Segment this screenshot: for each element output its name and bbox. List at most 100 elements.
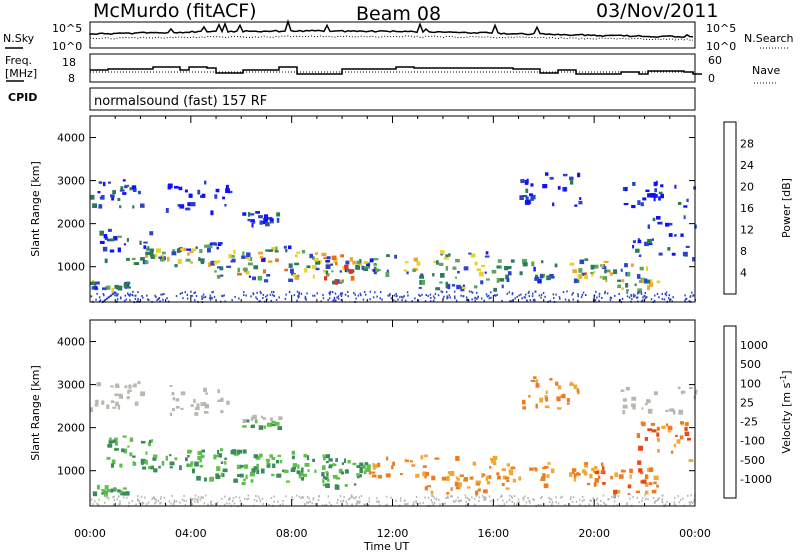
echo-cell xyxy=(210,503,212,506)
beam-title: Beam 08 xyxy=(356,3,441,25)
echo-cell xyxy=(143,241,148,244)
echo-cell xyxy=(217,242,223,245)
echo-cell xyxy=(336,501,339,504)
echo-cell xyxy=(465,298,468,301)
echo-cell xyxy=(209,242,215,246)
echo-cell xyxy=(172,503,175,506)
echo-cell xyxy=(638,445,643,451)
echo-cell xyxy=(637,239,642,244)
echo-cell xyxy=(387,294,389,297)
echo-cell xyxy=(683,390,686,394)
echo-cell xyxy=(101,195,105,200)
echo-cell xyxy=(665,423,669,427)
echo-cell xyxy=(549,497,551,500)
echo-cell xyxy=(322,297,325,300)
echo-cell xyxy=(365,467,371,472)
echo-cell xyxy=(381,298,383,301)
echo-cell xyxy=(333,258,338,264)
echo-cell xyxy=(641,497,644,500)
echo-cell xyxy=(110,194,115,198)
echo-cell xyxy=(558,296,561,299)
echo-cell xyxy=(598,299,600,302)
echo-cell xyxy=(655,500,657,502)
echo-cell xyxy=(544,405,550,409)
echo-cell xyxy=(377,500,380,503)
echo-cell xyxy=(112,503,115,506)
echo-cell xyxy=(576,473,581,476)
echo-cell xyxy=(645,266,648,271)
echo-cell xyxy=(325,471,329,474)
echo-cell xyxy=(174,185,179,189)
echo-cell xyxy=(99,240,105,244)
echo-cell xyxy=(123,283,128,288)
echo-cell xyxy=(614,472,618,478)
echo-cell xyxy=(224,461,227,465)
echo-cell xyxy=(278,416,283,420)
echo-cell xyxy=(679,499,682,501)
echo-cell xyxy=(325,270,329,274)
echo-cell xyxy=(654,294,656,297)
echo-cell xyxy=(502,475,507,480)
echo-cell xyxy=(632,405,636,410)
noise-sky-line xyxy=(89,19,694,38)
echo-cell xyxy=(657,449,660,453)
echo-cell xyxy=(309,501,311,503)
echo-cell xyxy=(258,215,263,219)
echo-cell xyxy=(360,495,363,497)
echo-cell xyxy=(404,261,409,264)
echo-cell xyxy=(196,498,198,501)
echo-cell xyxy=(539,274,544,279)
echo-cell xyxy=(341,462,344,465)
echo-cell xyxy=(484,496,487,499)
echo-cell xyxy=(455,486,461,490)
echo-cell xyxy=(557,385,562,390)
echo-cell xyxy=(119,491,123,494)
echo-cell xyxy=(250,295,252,298)
echo-cell xyxy=(475,490,479,496)
echo-cell xyxy=(203,387,207,393)
echo-cell xyxy=(210,260,215,266)
echo-cell xyxy=(211,297,213,300)
echo-cell xyxy=(661,425,666,429)
echo-cell xyxy=(658,196,661,201)
echo-cell xyxy=(445,497,447,499)
echo-cell xyxy=(627,485,631,489)
echo-cell xyxy=(224,457,227,460)
echo-cell xyxy=(452,500,455,503)
echo-cell xyxy=(444,502,446,505)
echo-cell xyxy=(307,501,309,504)
echo-cell xyxy=(630,294,633,297)
echo-cell xyxy=(417,299,420,302)
echo-cell xyxy=(145,503,148,506)
echo-cell xyxy=(475,494,478,497)
echo-cell xyxy=(592,298,595,301)
echo-cell xyxy=(404,503,406,505)
echo-cell xyxy=(147,246,150,251)
echo-cell xyxy=(424,454,428,458)
echo-cell xyxy=(646,399,651,404)
echo-cell xyxy=(110,294,112,297)
echo-cell xyxy=(270,497,273,499)
echo-cell xyxy=(667,425,673,431)
echo-cell xyxy=(174,264,178,268)
echo-cell xyxy=(419,280,423,285)
echo-cell xyxy=(158,256,162,259)
echo-cell xyxy=(571,470,575,475)
echo-cell xyxy=(499,496,502,499)
echo-cell xyxy=(399,296,401,299)
echo-cell xyxy=(517,498,520,501)
echo-cell xyxy=(411,464,416,467)
colorbar-label: Velocity [m s-1] xyxy=(779,370,793,453)
echo-cell xyxy=(350,494,353,497)
echo-cell xyxy=(122,192,127,195)
echo-cell xyxy=(395,499,397,502)
echo-cell xyxy=(627,492,631,495)
echo-cell xyxy=(439,281,443,284)
echo-cell xyxy=(579,503,581,506)
echo-cell xyxy=(429,293,432,296)
echo-cell xyxy=(644,474,649,480)
echo-cell xyxy=(661,501,664,504)
echo-cell xyxy=(477,488,481,492)
echo-cell xyxy=(265,218,268,223)
echo-cell xyxy=(385,272,390,278)
